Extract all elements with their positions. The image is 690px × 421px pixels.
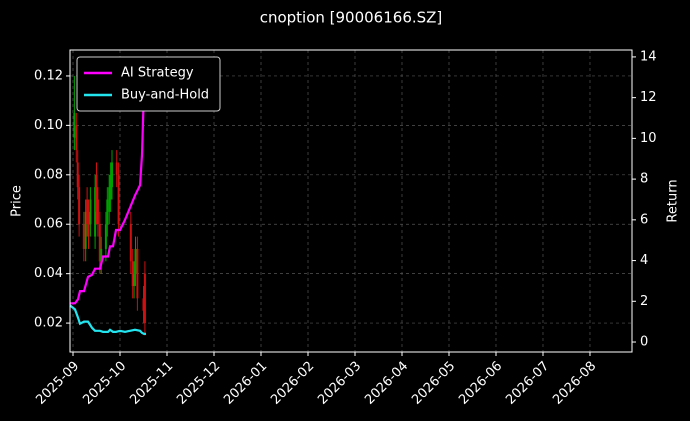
x-tick-label: 2026-07 (503, 359, 552, 408)
candle-body (108, 187, 111, 212)
candle-body (86, 199, 89, 225)
y2-tick-label: 6 (640, 212, 648, 227)
plot-frame (69, 49, 633, 353)
y2-tick-label: 4 (640, 253, 648, 268)
y2-axis-label: Return (666, 179, 681, 222)
x-tick-label: 2025-12 (174, 359, 223, 408)
y-tick-label: 0.04 (34, 266, 63, 281)
x-tick-label: 2025-11 (127, 359, 176, 408)
chart-title: cnoption [90006166.SZ] (260, 9, 443, 27)
candle-body (89, 199, 92, 225)
candle-body (76, 162, 79, 188)
candle-body (129, 224, 132, 262)
candle-body (82, 224, 85, 249)
legend-box (76, 56, 221, 112)
legend-label: AI Strategy (121, 66, 194, 81)
x-tick-label: 2026-02 (268, 359, 317, 408)
candle-body (117, 174, 120, 225)
candle-body (98, 224, 101, 262)
candle-body (75, 125, 78, 151)
x-tick-label: 2026-01 (221, 359, 270, 408)
y-axis-label: Price (10, 185, 25, 217)
candle-body (134, 248, 137, 274)
y2-tick-label: 10 (640, 131, 657, 146)
y-tick-label: 0.10 (34, 118, 63, 133)
candle-body (142, 298, 145, 311)
x-tick-label: 2026-04 (362, 359, 411, 408)
return-line (69, 304, 146, 335)
candle-body (94, 187, 97, 237)
candle-body (106, 199, 109, 225)
candle-body (115, 162, 118, 175)
y2-tick-label: 8 (640, 172, 648, 187)
candle-body (96, 199, 99, 225)
candle-body (84, 211, 87, 249)
x-tick-label: 2026-08 (550, 359, 599, 408)
y-tick-label: 0.02 (34, 316, 63, 331)
x-tick-label: 2026-03 (315, 359, 364, 408)
candle-body (73, 113, 76, 138)
x-tick-label: 2025-10 (80, 359, 129, 408)
y2-tick-label: 12 (640, 90, 657, 105)
y2-tick-label: 2 (640, 294, 648, 309)
candle-body (136, 248, 139, 299)
candle-body (87, 211, 90, 237)
candle-body (109, 174, 112, 200)
x-tick-label: 2026-05 (409, 359, 458, 408)
candle-body (95, 174, 98, 212)
y2-tick-label: 14 (640, 49, 657, 64)
candle-body (78, 187, 81, 225)
y-tick-label: 0.08 (34, 167, 63, 182)
candle-body (104, 224, 107, 249)
y-tick-label: 0.06 (34, 217, 63, 232)
x-tick-label: 2025-09 (33, 359, 82, 408)
candle-body (100, 248, 103, 262)
candle-body (131, 261, 134, 287)
y-tick-label: 0.12 (34, 68, 63, 83)
candle-body (133, 273, 136, 287)
candle-body (111, 162, 114, 188)
return-line (70, 69, 148, 305)
candle-body (143, 273, 146, 324)
y2-tick-label: 0 (640, 335, 648, 350)
x-tick-label: 2026-06 (456, 359, 505, 408)
legend-label: Buy-and-Hold (121, 88, 209, 103)
